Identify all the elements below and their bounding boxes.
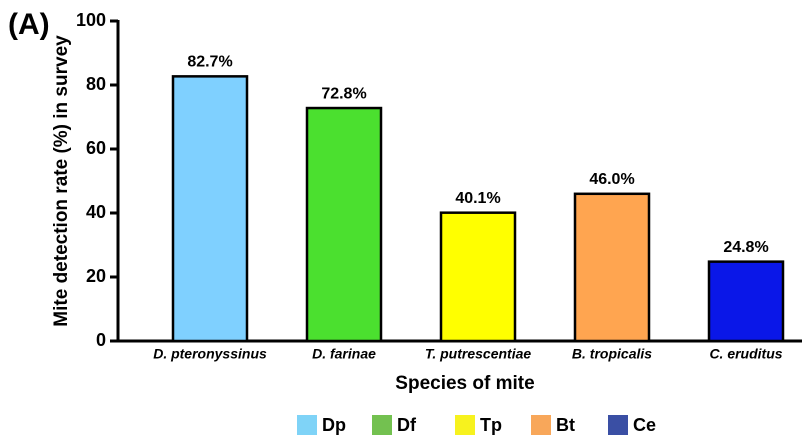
legend-label: Dp — [322, 415, 346, 435]
legend-label: Bt — [556, 415, 575, 435]
x-tick-label: T. putrescentiae — [425, 346, 532, 362]
legend-label: Tp — [480, 415, 502, 435]
x-tick-label: C. eruditus — [709, 346, 782, 362]
bar — [439, 211, 517, 343]
y-tick-label: 40 — [86, 202, 106, 222]
value-label: 46.0% — [589, 171, 634, 188]
x-axis-label: Species of mite — [395, 373, 534, 394]
y-axis-label: Mite detection rate (%) in survey — [51, 35, 72, 327]
bar — [171, 75, 249, 343]
x-tick-label: B. tropicalis — [572, 346, 652, 362]
y-tick-label: 60 — [86, 138, 106, 158]
legend-swatch — [608, 415, 628, 435]
legend-swatch — [372, 415, 392, 435]
bar — [707, 260, 785, 343]
legend-swatch — [531, 415, 551, 435]
y-tick-label: 0 — [96, 330, 106, 350]
value-label: 72.8% — [321, 85, 366, 102]
y-tick-label: 20 — [86, 266, 106, 286]
panel-label: (A) — [8, 8, 50, 41]
bar — [305, 106, 383, 343]
legend-swatch — [297, 415, 317, 435]
value-label: 40.1% — [455, 190, 500, 207]
x-tick-label: D. farinae — [312, 346, 376, 362]
legend-label: Df — [397, 415, 417, 435]
value-label: 24.8% — [723, 239, 768, 256]
x-tick-label: D. pteronyssinus — [153, 346, 267, 362]
value-label: 82.7% — [187, 54, 232, 71]
legend-swatch — [455, 415, 475, 435]
bar — [573, 192, 651, 343]
y-tick-label: 100 — [76, 10, 106, 30]
y-tick-label: 80 — [86, 74, 106, 94]
legend-label: Ce — [633, 415, 656, 435]
